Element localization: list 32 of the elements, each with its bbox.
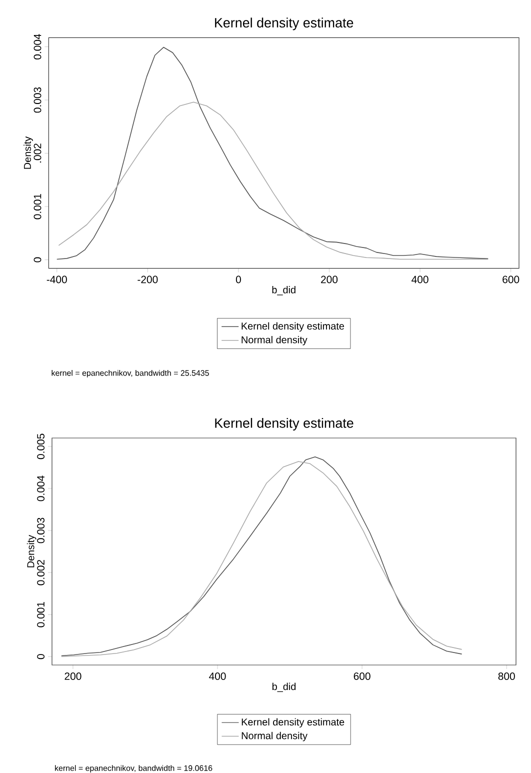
y-tick-label: 0 [34, 257, 42, 262]
legend-label: Normal density [242, 732, 308, 742]
y-tick-label: 0.005 [37, 434, 44, 460]
chart-title: Kernel density estimate [215, 18, 354, 30]
x-tick-label: 800 [498, 672, 515, 680]
chart-title: Kernel density estimate [215, 418, 354, 431]
x-tick-label: -400 [46, 276, 67, 284]
y-tick-label: 0.001 [37, 602, 44, 628]
x-axis-title: b_did [272, 682, 296, 692]
y-tick-label: 0.001 [34, 194, 42, 220]
x-tick-label: -200 [138, 276, 158, 284]
x-tick-label: 400 [209, 672, 226, 680]
y-tick-label: 0.004 [37, 476, 44, 502]
y-tick-label: 0.004 [34, 34, 42, 60]
y-tick-label: .002 [34, 144, 42, 162]
x-tick-label: 600 [354, 672, 370, 680]
legend-label: Kernel density estimate [242, 718, 344, 728]
y-axis-title: Density [26, 534, 36, 568]
legend-label: Normal density [242, 336, 308, 346]
y-tick-label: 0 [37, 654, 44, 660]
line-series [56, 46, 489, 260]
x-tick-label: 200 [64, 672, 82, 680]
x-tick-label: 0 [236, 276, 241, 284]
y-tick-label: 0.003 [34, 87, 42, 113]
y-tick-label: 0.003 [37, 518, 44, 544]
x-tick-label: 600 [502, 276, 520, 284]
y-axis-title: Density [24, 136, 33, 169]
y-tick-label: 0.002 [37, 560, 44, 586]
x-tick-label: 200 [321, 276, 338, 284]
x-tick-label: 400 [412, 276, 428, 284]
legend-label: Kernel density estimate [242, 322, 344, 332]
x-axis-title: b_did [272, 286, 296, 296]
